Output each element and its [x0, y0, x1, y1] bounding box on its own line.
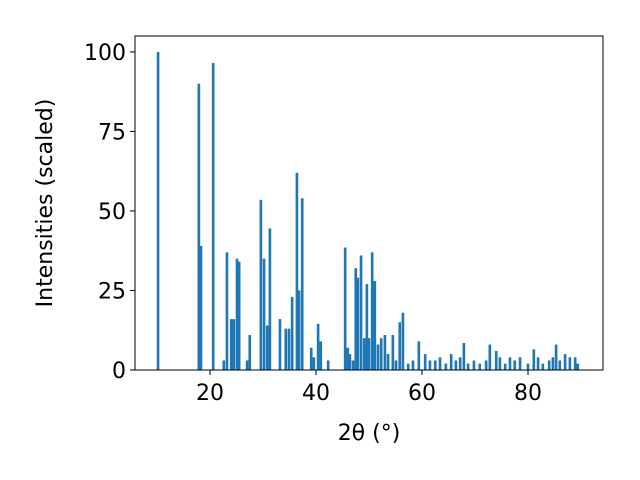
x-tick-label: 60: [408, 381, 436, 406]
bar: [346, 347, 350, 370]
y-tick-label: 0: [112, 359, 126, 384]
x-axis-label: 2θ (°): [338, 421, 401, 446]
bar: [551, 357, 555, 370]
bar: [391, 335, 395, 370]
bar: [532, 349, 536, 370]
bar: [278, 319, 282, 370]
bar: [444, 363, 448, 370]
x-tick-label: 20: [196, 381, 224, 406]
bar: [312, 357, 316, 370]
bar: [498, 357, 502, 370]
bar: [225, 252, 229, 370]
plot-frame: [134, 35, 604, 371]
bar: [563, 354, 567, 370]
bar: [316, 323, 320, 370]
bar: [248, 335, 252, 370]
bar: [237, 261, 241, 370]
y-tick-label: 50: [98, 200, 126, 225]
bar: [394, 360, 398, 370]
bar: [297, 290, 301, 370]
x-tick-label: 40: [302, 381, 330, 406]
bar: [547, 360, 551, 370]
bar: [568, 357, 572, 370]
bar: [536, 357, 540, 370]
bar: [156, 51, 160, 371]
bar: [518, 357, 522, 370]
bar: [484, 360, 488, 370]
bar: [265, 325, 269, 370]
bar: [454, 360, 458, 370]
bar: [259, 199, 263, 370]
bar: [365, 284, 369, 370]
bar: [376, 344, 380, 370]
bar: [262, 258, 266, 370]
bar: [284, 328, 288, 370]
bar: [398, 322, 402, 370]
bar: [326, 360, 330, 370]
bar: [449, 354, 453, 370]
bar: [287, 328, 291, 370]
bar: [309, 347, 313, 370]
bar: [232, 319, 236, 370]
bar: [466, 363, 470, 370]
bar: [379, 338, 383, 370]
bar: [351, 360, 355, 370]
bar: [494, 350, 498, 370]
bar: [401, 312, 405, 370]
bar: [576, 363, 580, 370]
y-tick-label: 100: [84, 41, 126, 66]
bar: [423, 354, 427, 370]
bar: [222, 360, 226, 370]
bar: [526, 363, 530, 370]
bar: [462, 342, 466, 370]
x-tick-label: 80: [514, 381, 542, 406]
bar: [488, 344, 492, 370]
bar: [359, 255, 363, 370]
y-axis-label: Intensities (scaled): [33, 99, 58, 308]
bar: [438, 357, 442, 370]
bar: [383, 335, 387, 370]
bar: [417, 341, 421, 370]
bar: [235, 258, 239, 370]
bar: [245, 360, 249, 370]
bar: [370, 252, 374, 370]
bar: [554, 344, 558, 370]
bar: [411, 360, 415, 370]
bar: [295, 172, 299, 370]
bar: [348, 354, 352, 370]
bar: [458, 357, 462, 370]
bar: [472, 360, 476, 370]
bar: [428, 360, 432, 370]
bar: [558, 360, 562, 370]
bar: [508, 357, 512, 370]
bar: [406, 363, 410, 370]
bar: [541, 363, 545, 370]
bar: [373, 280, 377, 370]
y-tick-label: 75: [98, 120, 126, 145]
bar: [367, 338, 371, 370]
y-tick-label: 25: [98, 279, 126, 304]
bar: [573, 357, 577, 370]
bar: [356, 277, 360, 370]
bar: [268, 228, 272, 370]
bar: [513, 360, 517, 370]
bar: [199, 245, 203, 370]
bar: [343, 247, 347, 370]
bar: [300, 198, 304, 370]
bar: [478, 363, 482, 370]
bar: [211, 63, 215, 371]
bar: [354, 268, 358, 370]
bar: [433, 360, 437, 370]
bar: [386, 354, 390, 370]
bar: [229, 319, 233, 370]
bar: [503, 363, 507, 370]
bar: [290, 296, 294, 370]
bar: [319, 341, 323, 370]
bar: [362, 338, 366, 370]
bar: [197, 83, 201, 370]
